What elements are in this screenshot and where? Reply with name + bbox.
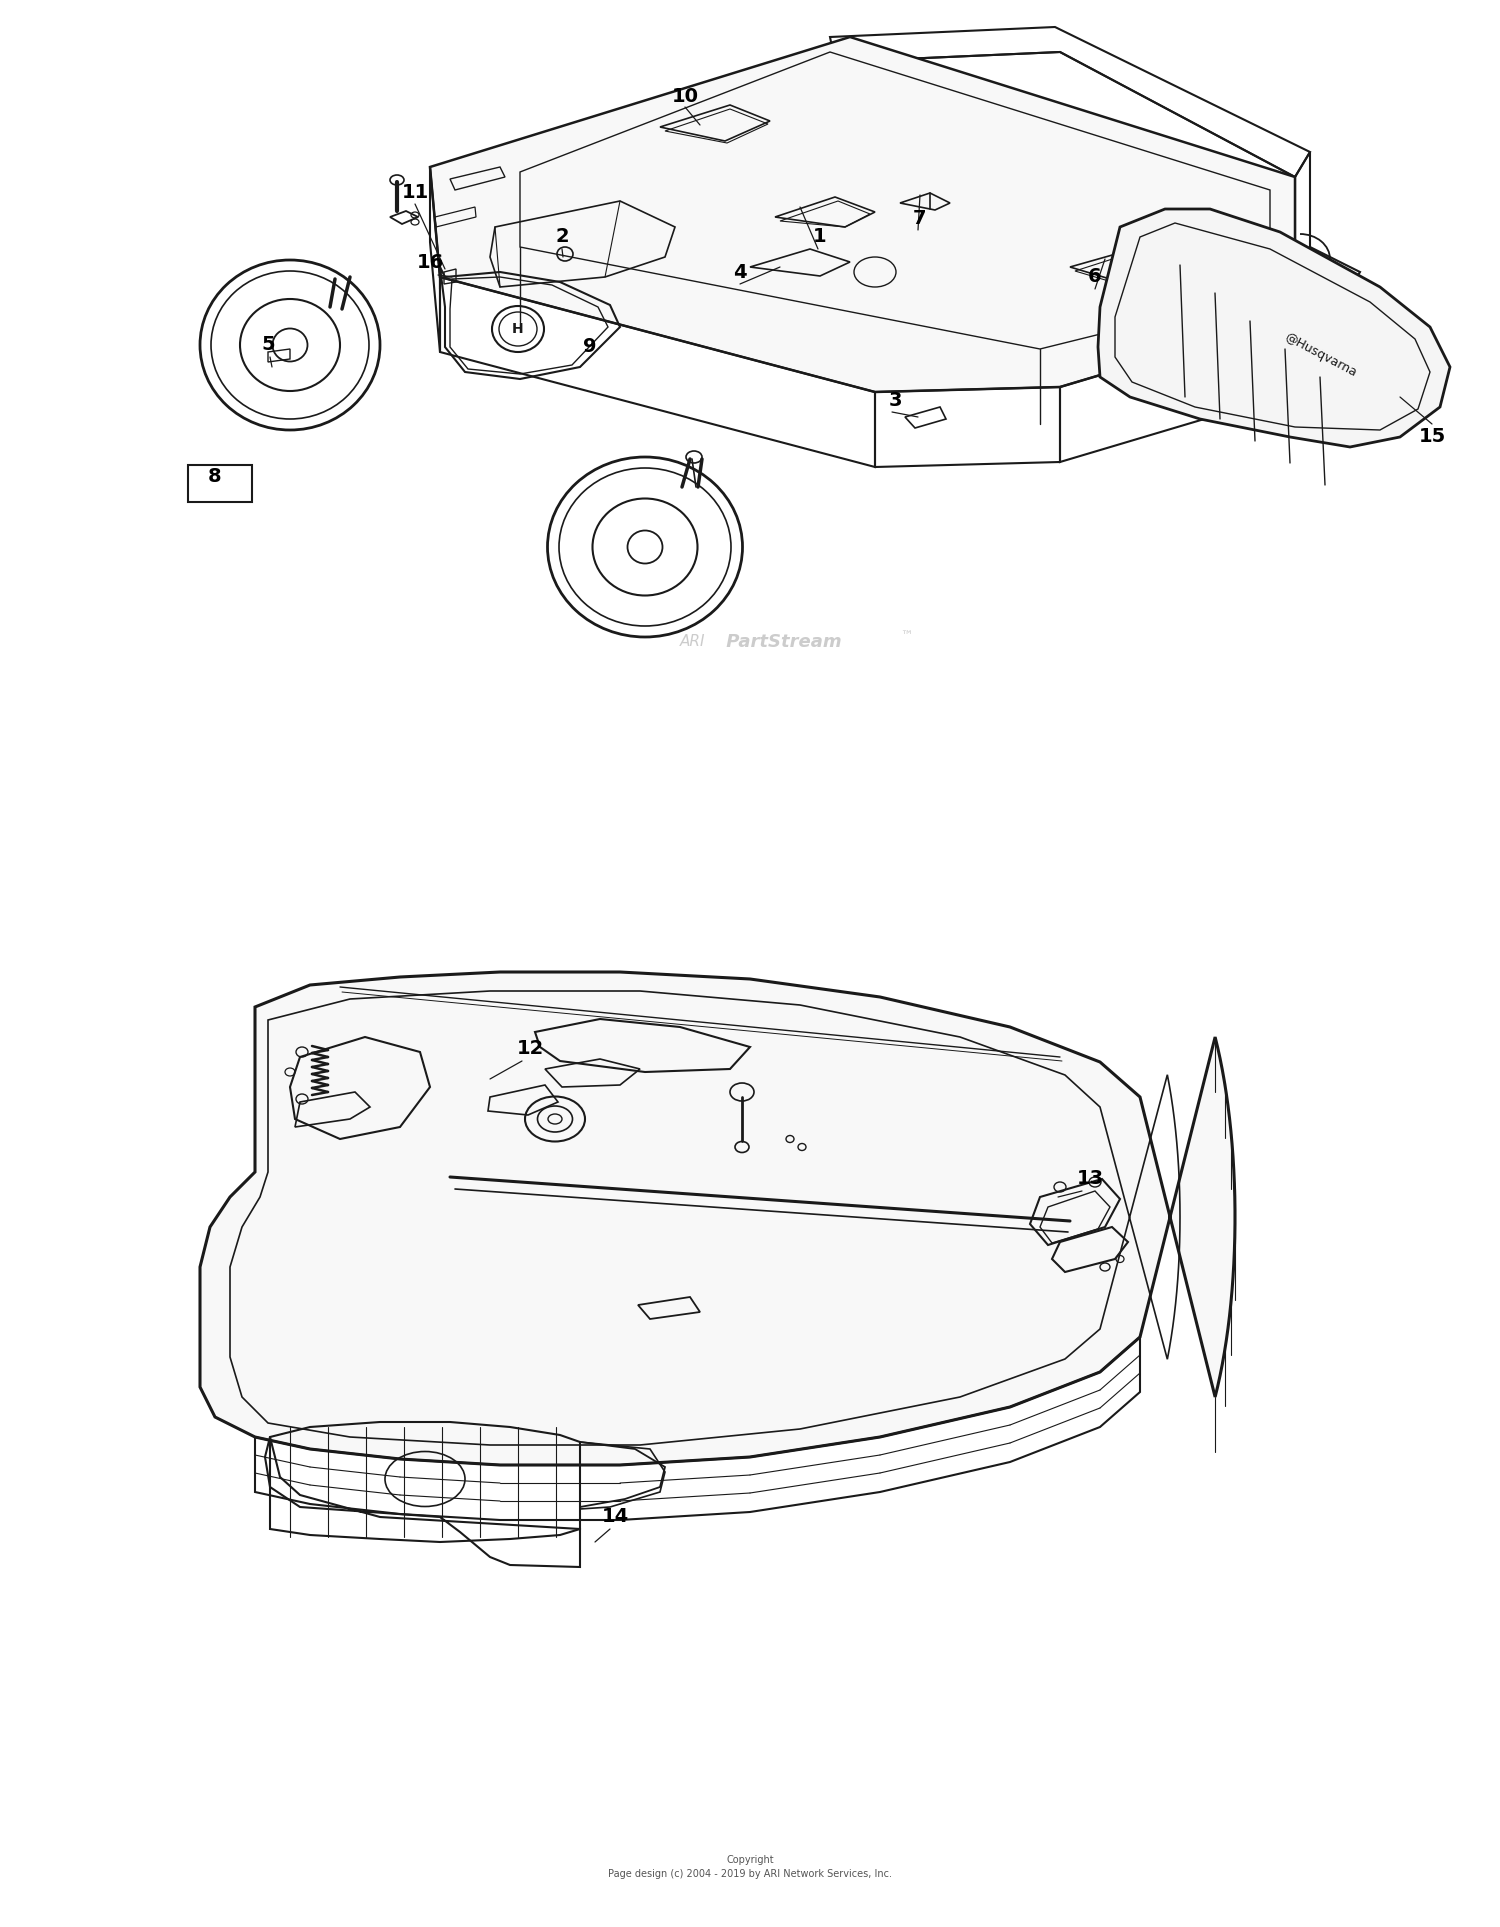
Text: 12: 12 (516, 1039, 543, 1058)
Text: 13: 13 (1077, 1170, 1104, 1189)
Text: 10: 10 (672, 87, 699, 106)
Text: 7: 7 (914, 210, 927, 229)
Text: 11: 11 (402, 183, 429, 202)
Text: 2: 2 (555, 227, 568, 247)
Text: 6: 6 (1088, 268, 1102, 287)
Text: ARI: ARI (680, 634, 705, 649)
Polygon shape (200, 971, 1234, 1465)
Text: 3: 3 (888, 391, 902, 410)
Text: 4: 4 (734, 262, 747, 281)
Text: 5: 5 (261, 335, 274, 353)
Text: PartStream: PartStream (720, 632, 842, 651)
Text: 9: 9 (584, 337, 597, 356)
Text: ™: ™ (900, 630, 912, 644)
Text: 8: 8 (209, 468, 222, 486)
Text: @Husqvarna: @Husqvarna (1281, 331, 1359, 380)
Polygon shape (430, 37, 1294, 391)
Text: 1: 1 (813, 227, 826, 247)
Text: 15: 15 (1419, 428, 1446, 447)
Text: 14: 14 (602, 1507, 628, 1526)
Text: 16: 16 (417, 252, 444, 272)
Polygon shape (1098, 208, 1450, 447)
Text: Copyright
Page design (c) 2004 - 2019 by ARI Network Services, Inc.: Copyright Page design (c) 2004 - 2019 by… (608, 1856, 892, 1879)
Text: H: H (512, 322, 524, 335)
